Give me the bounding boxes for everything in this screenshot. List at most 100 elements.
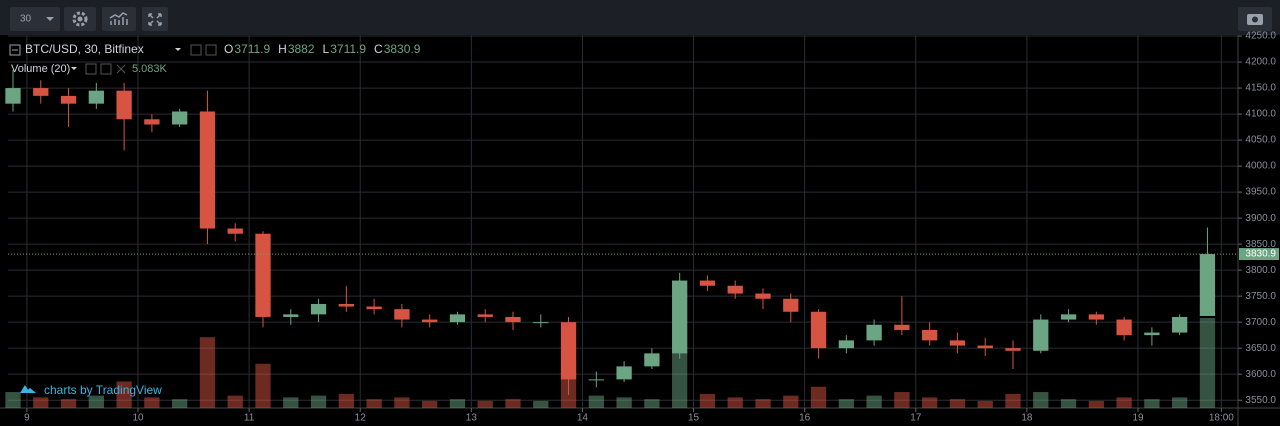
gear-icon <box>72 11 88 27</box>
candle-body <box>116 90 132 120</box>
candle-body <box>1005 348 1021 351</box>
close-icon[interactable] <box>116 64 126 74</box>
candle-body <box>394 309 410 320</box>
volume-bar <box>144 397 160 408</box>
volume-bar <box>1060 399 1077 408</box>
hide-icon[interactable] <box>100 63 112 75</box>
volume-bar <box>255 363 271 408</box>
volume-bar <box>894 392 910 408</box>
toolbar <box>0 0 1280 35</box>
candle-body <box>755 293 771 299</box>
y-tick-label: 4050.0 <box>1245 135 1276 146</box>
candle-body <box>866 324 882 341</box>
y-tick-label: 3850.0 <box>1245 239 1276 250</box>
x-tick-label: 16 <box>799 413 811 424</box>
volume-title: Volume (20) <box>11 63 70 75</box>
candle-body <box>449 314 466 323</box>
candle-body <box>144 119 160 125</box>
last-price-tag <box>1239 248 1279 261</box>
button-box <box>102 7 136 31</box>
snapshot-button[interactable] <box>1238 7 1272 31</box>
indicators-icon <box>109 12 128 25</box>
candle-body <box>1088 314 1104 320</box>
collapse-icon[interactable] <box>9 44 21 56</box>
volume-bar <box>699 393 716 408</box>
watermark[interactable]: charts by TradingView <box>44 383 162 397</box>
y-tick-label: 4200.0 <box>1245 57 1276 68</box>
candle-body <box>949 340 966 346</box>
y-tick-label: 4100.0 <box>1245 109 1276 120</box>
fullscreen-button[interactable] <box>142 7 168 31</box>
settings-button[interactable] <box>64 7 96 31</box>
settings-icon[interactable] <box>85 63 97 75</box>
candle-body <box>477 314 493 317</box>
candle-body <box>783 298 799 312</box>
volume-bar <box>422 400 438 408</box>
candle-body <box>88 90 104 104</box>
candle-body <box>1144 332 1160 336</box>
volume-bar <box>172 399 188 408</box>
volume-bar <box>116 381 132 408</box>
volume-bar <box>644 399 660 408</box>
last-price-label: 3830.9 <box>1245 249 1276 260</box>
candle-body <box>5 88 21 104</box>
y-tick-label: 3700.0 <box>1245 317 1276 328</box>
fullscreen-icon <box>148 13 162 26</box>
interval-button[interactable]: 30 <box>10 7 60 31</box>
candle-body <box>644 353 660 367</box>
ohlc-label: L <box>323 42 330 56</box>
x-tick-label: 19 <box>1132 413 1144 424</box>
x-tick-label: 13 <box>466 413 478 424</box>
volume-bar <box>310 395 327 408</box>
volume-bar <box>394 397 410 408</box>
settings-icon[interactable] <box>190 44 202 56</box>
ohlc-value: 3830.9 <box>384 42 421 56</box>
x-tick-label: 15 <box>688 413 700 424</box>
candle-body <box>33 88 49 96</box>
candle-body <box>977 345 993 349</box>
interval-box <box>10 7 60 31</box>
y-tick-label: 3950.0 <box>1245 187 1276 198</box>
volume-bar <box>977 400 993 408</box>
volume-bar <box>505 399 521 408</box>
volume-bar <box>949 399 966 408</box>
candle-body <box>1116 319 1132 336</box>
volume-bar <box>866 395 882 408</box>
candle-body <box>255 233 271 317</box>
candle-body <box>1199 254 1216 316</box>
candle-body <box>199 111 216 229</box>
candle-body <box>560 322 577 380</box>
dropdown-arrow <box>46 17 54 21</box>
camera-lens <box>1252 16 1258 23</box>
volume-bar <box>672 351 688 408</box>
volume-bar <box>227 395 243 408</box>
y-tick-label: 3650.0 <box>1245 343 1276 354</box>
gear-center <box>77 16 83 22</box>
volume-bar <box>755 399 771 408</box>
volume-bar <box>1172 397 1188 408</box>
indicators-button[interactable] <box>102 7 136 31</box>
volume-bar <box>810 386 827 408</box>
volume-bar <box>283 397 299 408</box>
volume-bar <box>1116 397 1132 408</box>
x-tick-label: 9 <box>24 413 30 424</box>
x-tick-label: 18 <box>1021 413 1033 424</box>
candle-body <box>1172 316 1188 333</box>
x-tick-label: 10 <box>132 413 144 424</box>
hide-icon[interactable] <box>205 44 217 56</box>
volume-bar <box>922 397 938 408</box>
candle-body <box>366 306 382 310</box>
volume-bar <box>88 395 104 408</box>
candle-body <box>283 314 299 317</box>
candle-body <box>588 379 604 381</box>
volume-bar <box>1144 399 1160 408</box>
y-tick-label: 3750.0 <box>1245 291 1276 302</box>
volume-bar <box>616 397 632 408</box>
volume-value: 5.083K <box>132 63 168 75</box>
volume-bar <box>588 395 604 408</box>
volume-bar <box>366 399 382 408</box>
volume-bar <box>5 392 21 408</box>
candle-body <box>227 228 243 234</box>
price-axis <box>1238 35 1280 408</box>
